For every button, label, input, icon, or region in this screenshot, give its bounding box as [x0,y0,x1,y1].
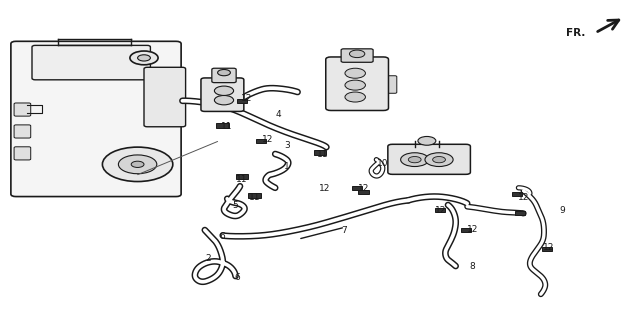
FancyBboxPatch shape [14,147,31,160]
Circle shape [130,51,158,65]
Text: 7: 7 [342,226,347,234]
Circle shape [345,92,365,102]
Text: 11: 11 [317,151,329,159]
Text: 12: 12 [241,94,252,103]
Text: 10: 10 [377,159,388,168]
Bar [461,228,471,232]
FancyBboxPatch shape [144,67,186,127]
Circle shape [218,69,230,76]
Bar [256,140,266,143]
Bar [435,208,445,212]
Circle shape [214,95,234,105]
Text: 11: 11 [249,193,260,202]
FancyBboxPatch shape [32,45,150,80]
Text: 6: 6 [220,232,225,241]
Bar [216,123,229,128]
Bar [512,192,522,196]
Circle shape [131,161,144,167]
Bar [314,150,326,155]
Circle shape [118,155,157,174]
Text: 12: 12 [467,225,478,233]
FancyBboxPatch shape [14,103,31,116]
Circle shape [102,147,173,182]
Text: 12: 12 [518,193,529,202]
Text: 11: 11 [236,175,248,183]
Text: 11: 11 [221,122,233,131]
Text: 12: 12 [358,184,369,193]
Text: FR.: FR. [566,28,586,38]
Text: 12: 12 [543,244,555,252]
Bar [248,193,261,198]
Bar [236,174,248,179]
Circle shape [418,136,436,145]
Circle shape [349,50,365,58]
FancyBboxPatch shape [326,57,388,110]
FancyBboxPatch shape [212,68,236,83]
Circle shape [401,153,429,167]
Bar [542,247,552,251]
Circle shape [138,55,150,61]
Text: 8: 8 [470,262,475,271]
FancyBboxPatch shape [341,49,373,62]
Circle shape [345,68,365,78]
Text: 9: 9 [559,206,564,215]
FancyBboxPatch shape [14,125,31,138]
Circle shape [408,156,421,163]
Text: 6: 6 [234,273,239,281]
Circle shape [345,80,365,90]
Text: 12: 12 [319,184,331,193]
Circle shape [214,86,234,95]
FancyBboxPatch shape [381,76,397,93]
Text: 3: 3 [284,141,289,150]
FancyBboxPatch shape [329,76,344,93]
Bar [358,190,369,193]
Bar [237,99,247,103]
Text: 12: 12 [435,206,446,215]
Text: 2: 2 [205,254,211,263]
Bar [352,186,362,190]
Text: 4: 4 [276,110,281,119]
FancyBboxPatch shape [388,144,470,174]
Text: 1: 1 [284,162,289,171]
Bar [515,211,525,215]
Circle shape [433,156,445,163]
Text: 12: 12 [262,135,273,144]
FancyBboxPatch shape [201,78,244,111]
FancyBboxPatch shape [11,41,181,197]
Circle shape [425,153,453,167]
Text: 5: 5 [233,201,238,209]
